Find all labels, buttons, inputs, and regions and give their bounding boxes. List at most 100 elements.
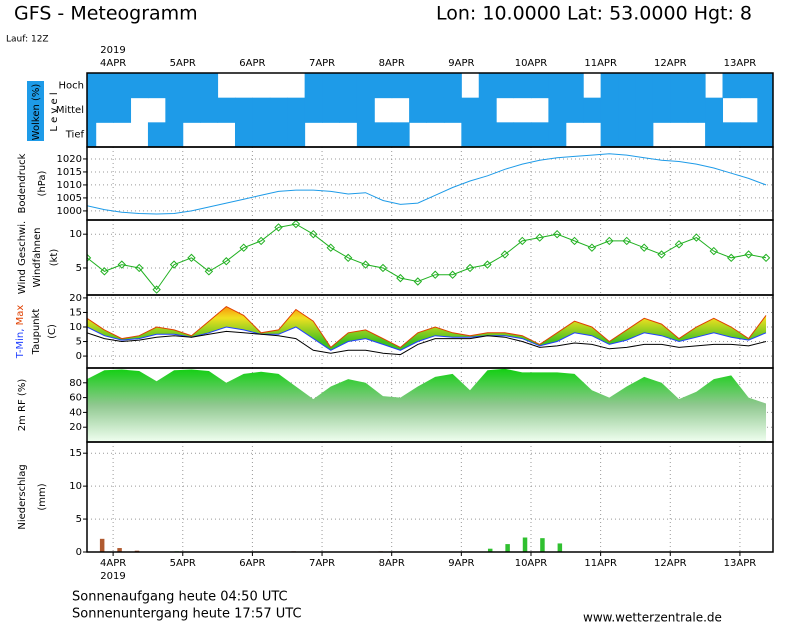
- cloud-cell: [514, 98, 532, 123]
- cloud-cell: [652, 97, 671, 123]
- marker: [570, 236, 579, 246]
- cloud-cell: [87, 73, 97, 99]
- marker: [187, 253, 196, 263]
- cloud-cell: [200, 97, 219, 123]
- cloud-cell: [95, 73, 114, 99]
- y-tick-label: 1010: [57, 180, 82, 191]
- cloud-cell: [96, 122, 114, 147]
- x-tick-label: 5APR: [170, 58, 196, 69]
- y-axis-label: 2m RF (%): [17, 379, 28, 432]
- marker: [239, 243, 248, 252]
- cloud-cell: [392, 98, 410, 123]
- cloud-cell: [200, 122, 218, 147]
- x-tick-label: 4APR: [100, 58, 126, 69]
- x-tick-label: 10APR: [515, 558, 548, 569]
- cloud-cell: [531, 98, 549, 123]
- cloud-cell: [722, 122, 741, 148]
- marker: [587, 243, 597, 252]
- x-tick-label: 11APR: [584, 558, 617, 569]
- cloud-cell: [183, 122, 201, 147]
- cloud-cell: [147, 73, 166, 99]
- x-tick-label: 8APR: [379, 58, 405, 69]
- cloud-cell: [147, 122, 166, 148]
- cloud-cell: [705, 97, 724, 123]
- cloud-cell: [200, 73, 219, 99]
- marker: [727, 253, 736, 263]
- y-axis-label: Wind Geschwi.: [17, 221, 28, 294]
- marker: [431, 270, 440, 279]
- y-tick-label: 5: [76, 263, 82, 274]
- cloud-cell: [496, 73, 515, 99]
- cloud-cell: [757, 122, 773, 148]
- cloud-cell: [461, 73, 479, 98]
- y-tick-label: 15: [69, 448, 82, 459]
- marker: [256, 236, 266, 246]
- cloud-cell: [287, 97, 306, 123]
- marker: [326, 243, 335, 252]
- cloud-cell: [618, 97, 636, 123]
- x-tick-label: 7APR: [309, 558, 335, 569]
- cloud-cell: [496, 98, 514, 123]
- cloud-cell: [548, 97, 567, 123]
- marker: [100, 267, 109, 276]
- cloud-cell: [670, 97, 689, 123]
- y-tick-label: 10: [69, 229, 82, 240]
- cloud-cell: [87, 122, 97, 148]
- cloud-cell: [426, 73, 445, 99]
- y-axis-label-max: Max: [15, 305, 26, 326]
- rh-area: [87, 368, 767, 442]
- cloud-cell: [287, 122, 306, 148]
- cloud-cell: [374, 122, 393, 148]
- precip-bar: [487, 548, 493, 552]
- cloud-cell: [478, 73, 497, 99]
- x-tick-label: 7APR: [309, 58, 335, 69]
- marker: [692, 233, 701, 242]
- y-tick-label: 0: [76, 547, 82, 558]
- marker: [87, 253, 92, 263]
- marker: [396, 273, 405, 283]
- cloud-cell: [409, 122, 427, 147]
- x-tick-label: 9APR: [448, 558, 474, 569]
- sunset: Sonnenuntergang heute 17:57 UTC: [72, 607, 302, 622]
- year-bottom: 2019: [100, 571, 125, 582]
- cloud-cell: [113, 122, 131, 147]
- title: GFS - Meteogramm: [14, 3, 198, 25]
- cloud-cell: [182, 97, 201, 123]
- cloud-cell: [131, 98, 149, 123]
- y-tick-label: 15: [69, 307, 82, 318]
- y-tick-label: 1005: [57, 193, 82, 204]
- y-tick-label: 60: [69, 393, 82, 404]
- cloud-cell: [757, 97, 773, 123]
- cloud-cell: [583, 122, 601, 147]
- cloud-cell: [444, 122, 462, 147]
- year-top: 2019: [100, 45, 125, 56]
- cloud-cell: [131, 122, 149, 147]
- cloud-cell: [635, 97, 654, 123]
- cloud-cell: [443, 97, 462, 123]
- marker: [761, 253, 771, 263]
- cloud-cell: [426, 97, 445, 123]
- x-tick-label: 4APR: [100, 558, 126, 569]
- marker: [744, 250, 753, 259]
- cloud-cell: [513, 73, 532, 99]
- cloud-cell: [757, 73, 773, 99]
- cloud-cell: [218, 73, 236, 98]
- cloud-cell: [322, 73, 340, 99]
- precip-bar: [522, 537, 528, 552]
- x-tick-label: 8APR: [379, 558, 405, 569]
- cloud-cell: [148, 98, 166, 123]
- cloud-cell: [165, 73, 184, 99]
- y-axis-label: (kt): [49, 249, 60, 267]
- marker: [361, 260, 370, 269]
- cloud-cell: [305, 122, 323, 147]
- marker: [291, 219, 301, 229]
- cloud-cell: [618, 73, 636, 99]
- url: www.wetterzentrale.de: [583, 611, 722, 625]
- cloud-cell: [565, 73, 584, 99]
- marker: [204, 267, 214, 276]
- cloud-cell: [165, 97, 184, 123]
- marker: [639, 243, 649, 252]
- marker: [709, 246, 719, 256]
- y-tick-label: 80: [69, 378, 82, 389]
- x-tick-label: 10APR: [515, 58, 548, 69]
